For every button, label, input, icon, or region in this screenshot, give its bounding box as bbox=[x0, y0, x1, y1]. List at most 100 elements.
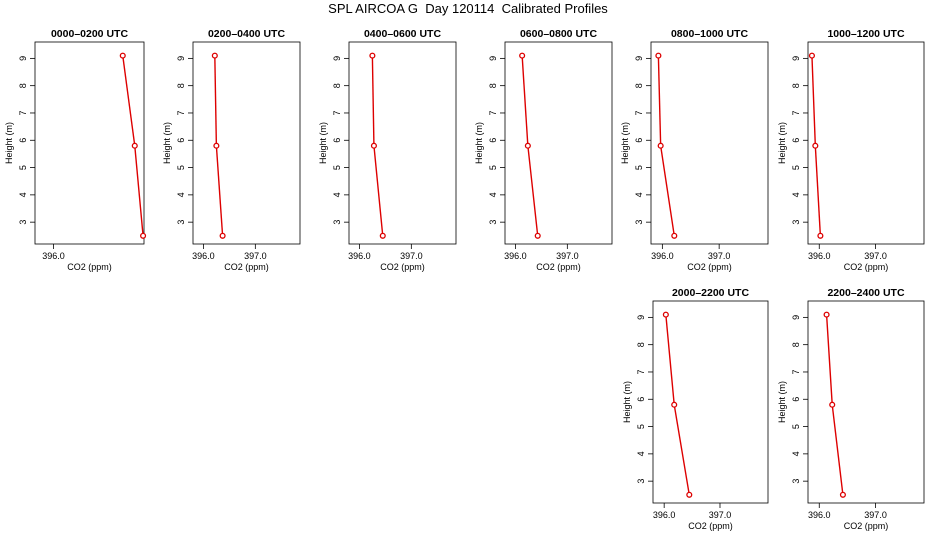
y-tick-label: 9 bbox=[176, 56, 186, 61]
x-tick-label: 397.0 bbox=[556, 251, 579, 261]
y-tick-label: 6 bbox=[791, 138, 801, 143]
profile-line-segment bbox=[831, 404, 844, 495]
profile-line-segment bbox=[214, 55, 218, 146]
plot-frame bbox=[192, 41, 301, 245]
x-tick-label: 397.0 bbox=[864, 510, 887, 520]
y-tick-label: 6 bbox=[488, 138, 498, 143]
y-tick-label: 7 bbox=[488, 110, 498, 115]
profile-line-segment bbox=[673, 404, 690, 495]
data-point bbox=[657, 142, 664, 149]
y-tick-label: 7 bbox=[791, 110, 801, 115]
panel-title: 0400–0600 UTC bbox=[364, 28, 441, 40]
data-point bbox=[808, 52, 815, 59]
y-tick-label: 3 bbox=[791, 479, 801, 484]
y-tick-label: 7 bbox=[636, 369, 646, 374]
data-point bbox=[131, 142, 138, 149]
plot-frame bbox=[650, 41, 769, 245]
data-point bbox=[370, 142, 377, 149]
x-tick-label: 396.0 bbox=[192, 251, 215, 261]
y-tick-label: 8 bbox=[636, 342, 646, 347]
profile-line-segment bbox=[373, 145, 384, 236]
x-tick-label: 396.0 bbox=[42, 251, 65, 261]
profile-line-segment bbox=[527, 145, 539, 236]
data-point bbox=[686, 491, 693, 498]
x-axis-label: CO2 (ppm) bbox=[67, 262, 112, 272]
y-tick-label: 3 bbox=[176, 220, 186, 225]
panel-title: 0000–0200 UTC bbox=[51, 28, 128, 40]
y-axis-label: Height (m) bbox=[474, 122, 484, 164]
profile-line-segment bbox=[665, 314, 675, 405]
y-axis-label: Height (m) bbox=[162, 122, 172, 164]
profile-line-segment bbox=[825, 314, 833, 405]
y-tick-label: 5 bbox=[488, 165, 498, 170]
x-axis-label: CO2 (ppm) bbox=[536, 262, 581, 272]
y-tick-label: 6 bbox=[176, 138, 186, 143]
x-tick-label: 397.0 bbox=[244, 251, 267, 261]
y-tick-label: 5 bbox=[636, 424, 646, 429]
panel-title: 2200–2400 UTC bbox=[827, 287, 904, 299]
x-tick-label: 396.0 bbox=[808, 510, 831, 520]
y-tick-label: 4 bbox=[488, 192, 498, 197]
profile-line-segment bbox=[814, 145, 822, 236]
y-tick-label: 5 bbox=[18, 165, 28, 170]
data-point bbox=[369, 52, 376, 59]
page-title: SPL AIRCOA G Day 120114 Calibrated Profi… bbox=[328, 1, 608, 16]
data-point bbox=[140, 232, 147, 239]
plot-frame bbox=[348, 41, 457, 245]
data-point bbox=[671, 401, 678, 408]
y-axis-label: Height (m) bbox=[620, 122, 630, 164]
data-point bbox=[817, 232, 824, 239]
y-tick-label: 9 bbox=[332, 56, 342, 61]
y-tick-label: 4 bbox=[636, 451, 646, 456]
panel-title: 0200–0400 UTC bbox=[208, 28, 285, 40]
y-axis-label: Height (m) bbox=[318, 122, 328, 164]
y-tick-label: 6 bbox=[791, 397, 801, 402]
y-axis-label: Height (m) bbox=[777, 122, 787, 164]
y-tick-label: 5 bbox=[791, 165, 801, 170]
profile-line-segment bbox=[371, 55, 375, 146]
y-tick-label: 9 bbox=[488, 56, 498, 61]
x-tick-label: 396.0 bbox=[653, 510, 676, 520]
y-tick-label: 3 bbox=[791, 220, 801, 225]
data-point bbox=[662, 311, 669, 318]
y-tick-label: 5 bbox=[791, 424, 801, 429]
y-tick-label: 7 bbox=[176, 110, 186, 115]
y-tick-label: 6 bbox=[332, 138, 342, 143]
plot-frame bbox=[807, 300, 925, 504]
profile-line-segment bbox=[122, 55, 136, 146]
y-tick-label: 9 bbox=[634, 56, 644, 61]
x-tick-label: 396.0 bbox=[651, 251, 674, 261]
y-tick-label: 6 bbox=[634, 138, 644, 143]
data-point bbox=[839, 491, 846, 498]
y-tick-label: 3 bbox=[636, 479, 646, 484]
y-tick-label: 9 bbox=[791, 56, 801, 61]
y-tick-label: 3 bbox=[18, 220, 28, 225]
y-tick-label: 6 bbox=[18, 138, 28, 143]
x-axis-label: CO2 (ppm) bbox=[688, 521, 733, 531]
y-tick-label: 3 bbox=[332, 220, 342, 225]
x-axis-label: CO2 (ppm) bbox=[844, 521, 889, 531]
y-tick-label: 5 bbox=[332, 165, 342, 170]
profile-line-segment bbox=[215, 145, 224, 236]
y-axis-label: Height (m) bbox=[622, 381, 632, 423]
panel-title: 0600–0800 UTC bbox=[520, 28, 597, 40]
y-axis-label: Height (m) bbox=[4, 122, 14, 164]
x-axis-label: CO2 (ppm) bbox=[687, 262, 732, 272]
x-tick-label: 396.0 bbox=[808, 251, 831, 261]
x-tick-label: 397.0 bbox=[400, 251, 423, 261]
y-tick-label: 7 bbox=[791, 369, 801, 374]
y-tick-label: 6 bbox=[636, 397, 646, 402]
y-tick-label: 7 bbox=[18, 110, 28, 115]
data-point bbox=[119, 52, 126, 59]
profile-line-segment bbox=[521, 55, 529, 146]
y-tick-label: 8 bbox=[332, 83, 342, 88]
y-tick-label: 4 bbox=[634, 192, 644, 197]
y-tick-label: 8 bbox=[791, 342, 801, 347]
y-tick-label: 4 bbox=[18, 192, 28, 197]
